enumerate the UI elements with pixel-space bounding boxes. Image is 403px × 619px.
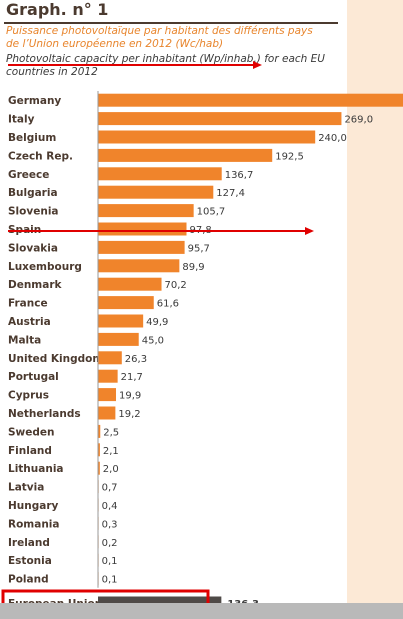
- category-label: Netherlands: [8, 408, 81, 420]
- category-label: Malta: [8, 334, 41, 346]
- value-label: 26,3: [125, 354, 147, 365]
- bar: [98, 93, 403, 107]
- value-label: 0,1: [102, 556, 118, 567]
- category-label: Austria: [8, 316, 51, 328]
- category-label: Portugal: [8, 371, 59, 383]
- category-label: Bulgaria: [8, 187, 58, 199]
- value-label: 70,2: [165, 280, 187, 291]
- value-label: 49,9: [146, 317, 168, 328]
- value-label: 0,7: [102, 483, 118, 494]
- value-label: 0,4: [102, 501, 118, 512]
- bar: [98, 296, 154, 310]
- category-label: Ireland: [8, 537, 50, 549]
- bar: [98, 332, 139, 346]
- value-label: 2,1: [103, 446, 119, 457]
- value-label: 127,4: [216, 188, 245, 199]
- value-label: 19,2: [118, 409, 140, 420]
- category-label: Germany: [8, 95, 61, 107]
- annotation-arrow-spain-head: [305, 227, 314, 235]
- bar: [98, 277, 162, 291]
- value-label: 269,0: [344, 115, 373, 126]
- category-label: Luxembourg: [8, 261, 82, 273]
- bar: [98, 369, 118, 383]
- graph-title: Graph. n° 1: [6, 0, 109, 19]
- category-label: Czech Rep.: [8, 150, 73, 162]
- bar: [98, 167, 222, 181]
- value-label: 21,7: [121, 372, 143, 383]
- value-label: 19,9: [119, 391, 141, 402]
- bar: [98, 130, 316, 144]
- bar: [98, 112, 342, 126]
- category-label: Greece: [8, 169, 49, 181]
- bar: [98, 240, 185, 254]
- bottom-gray-bar: [0, 603, 403, 619]
- value-label: 136,7: [225, 170, 254, 181]
- bar: [98, 185, 214, 199]
- category-label: Estonia: [8, 555, 52, 567]
- value-label: 105,7: [197, 207, 226, 218]
- bar: [98, 204, 194, 218]
- category-label: Latvia: [8, 482, 44, 494]
- value-label: 240,0: [318, 133, 347, 144]
- subtitle-french: Puissance photovoltaïque par habitant de…: [6, 25, 313, 50]
- value-label: 0,3: [102, 519, 118, 530]
- bar: [98, 388, 117, 402]
- category-label: Cyprus: [8, 390, 49, 402]
- bar: [98, 259, 180, 273]
- bar: [98, 424, 101, 438]
- category-label: Hungary: [8, 500, 59, 512]
- category-label: Belgium: [8, 132, 56, 144]
- category-label: Slovakia: [8, 242, 58, 254]
- value-label: 61,6: [157, 299, 179, 310]
- value-label: 95,7: [188, 243, 210, 254]
- category-label: Italy: [8, 114, 35, 126]
- bar: [98, 351, 122, 365]
- value-label: 89,9: [182, 262, 204, 273]
- category-label: Denmark: [8, 279, 63, 291]
- value-label: 2,0: [103, 464, 119, 475]
- annotation-arrow-subtitle-head: [253, 61, 262, 69]
- bar: [98, 314, 144, 328]
- bar: [98, 461, 100, 475]
- category-label: United Kingdom: [8, 353, 103, 365]
- bar: [98, 443, 100, 457]
- value-label: 0,2: [102, 538, 118, 549]
- value-label: 2,5: [103, 427, 119, 438]
- category-label: France: [8, 298, 48, 310]
- subtitle-english: Photovoltaic capacity per inhabitant (Wp…: [6, 53, 325, 78]
- category-label: Romania: [8, 518, 60, 530]
- category-label: Poland: [8, 574, 49, 586]
- category-label: Finland: [8, 445, 52, 457]
- value-label: 192,5: [275, 151, 304, 162]
- page-side-gutter: [342, 0, 347, 619]
- category-label: Lithuania: [8, 463, 64, 475]
- bar: [98, 148, 273, 162]
- title-divider: [4, 22, 338, 24]
- category-label: Sweden: [8, 426, 55, 438]
- bar: [98, 406, 116, 420]
- value-label: 0,1: [102, 575, 118, 586]
- category-label: Slovenia: [8, 206, 59, 218]
- value-label: 45,0: [142, 335, 164, 346]
- bar: [98, 222, 187, 236]
